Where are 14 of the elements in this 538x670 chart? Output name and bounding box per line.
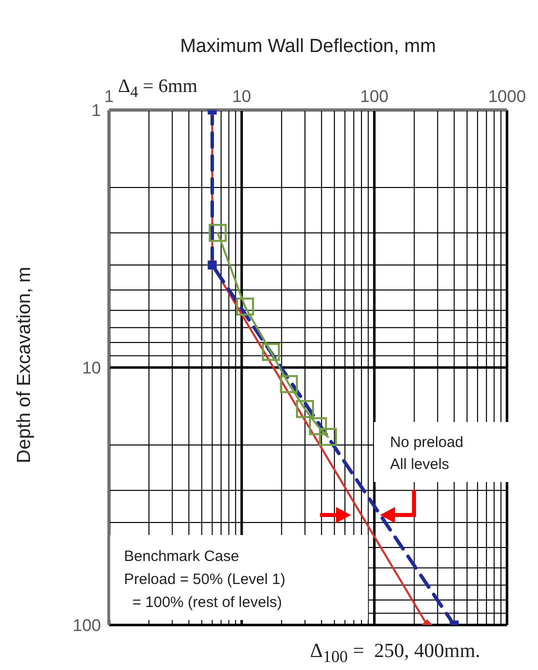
- x-tick-label: 1: [104, 87, 114, 106]
- note-box: Benchmark Case Preload = 50% (Level 1) = 100% (rest of levels): [110, 535, 368, 620]
- y-tick-label: 10: [82, 358, 101, 378]
- text: Δ$_{100}$ = 250, 400mm.: [310, 640, 480, 666]
- y-tick-label: 100: [72, 616, 101, 636]
- chart-title: Maximum Wall Deflection, mm: [179, 36, 437, 58]
- y-axis-title: Depth of Excavation, m: [14, 266, 36, 464]
- x-tick-label: 10: [232, 87, 252, 106]
- x-tick-label: 1000: [488, 87, 526, 106]
- text: Δ$_{4}$ = 6mm: [118, 76, 198, 101]
- annotation: Benchmark Case Preload = 50% (Level 1) = 100% (rest of levels): [124, 548, 286, 611]
- x-tick-label: 100: [360, 87, 389, 106]
- y-tick-label: 1: [92, 101, 101, 120]
- annotation: No preload All levels: [390, 434, 464, 473]
